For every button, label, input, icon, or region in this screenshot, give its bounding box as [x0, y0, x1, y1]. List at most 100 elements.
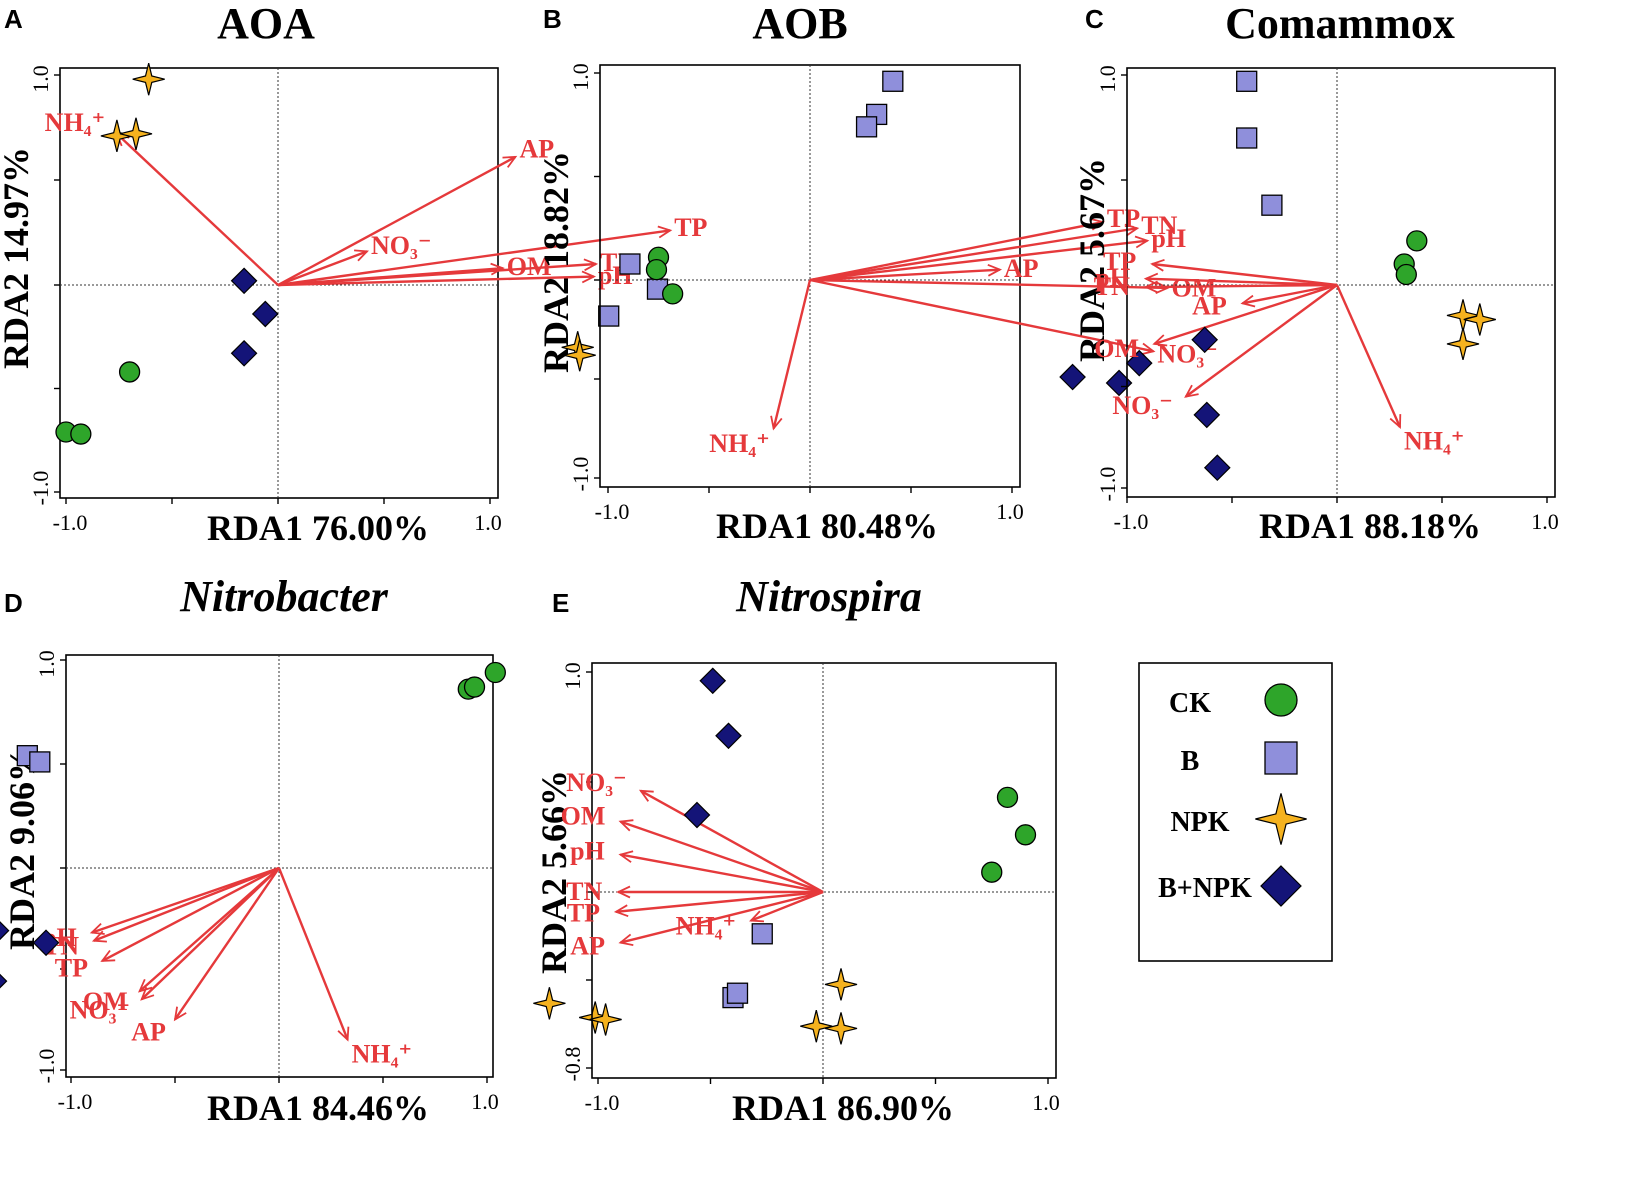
- vector-arrowhead: [138, 978, 153, 993]
- vector-label: NH₄⁺: [709, 429, 770, 458]
- panel-letter: D: [4, 588, 23, 618]
- vector-line: [615, 890, 824, 913]
- vector-line: [277, 262, 597, 287]
- vector-arrowhead: [618, 819, 634, 832]
- x-tick-label-min: -1.0: [595, 499, 630, 524]
- panel-c: -1.0 1.0 1.0 -1.0 RDA1 88.18% RDA2 5.67% Comam…: [1072, 0, 1559, 546]
- vector-label: NO₃⁻: [371, 231, 432, 260]
- point-b-npk: [251, 300, 279, 328]
- vector-label: pH: [1151, 224, 1186, 253]
- vector-arrowhead: [581, 270, 597, 284]
- vector-line: [620, 820, 824, 894]
- vector-arrowhead: [1143, 280, 1159, 294]
- vector-line: [116, 132, 279, 286]
- x-tick-label-min: -1.0: [53, 510, 88, 535]
- point-b-npk: [1203, 454, 1231, 482]
- point-b: [855, 116, 878, 138]
- y-axis-label: RDA2 9.06%: [2, 746, 42, 950]
- y-tick-label-min: -1.0: [28, 471, 53, 506]
- vector-arrowhead: [987, 263, 1003, 277]
- vector-label: TP: [674, 213, 707, 242]
- vector-line: [809, 227, 1138, 282]
- x-tick-label-max: 1.0: [1032, 1090, 1060, 1115]
- point-b: [882, 70, 904, 92]
- vector-arrowhead: [1389, 414, 1402, 430]
- panel-d: -1.0 1.0 1.0 -1.0 RDA1 84.46% RDA2 9.06% Nitro…: [0, 572, 622, 1128]
- point-b-npk: [32, 929, 60, 957]
- panel-title: Nitrospira: [735, 572, 922, 621]
- y-tick-label-max: 1.0: [28, 65, 53, 93]
- point-npk: [589, 1003, 622, 1036]
- vector-line: [1145, 277, 1338, 287]
- point-b-npk: [683, 801, 711, 829]
- vector-line: [277, 275, 594, 287]
- x-tick-label-max: 1.0: [471, 1089, 499, 1114]
- vector-label: AP: [519, 134, 554, 163]
- panel-e: -1.0 1.0 1.0 -0.8 RDA1 86.90% RDA2 5.66% Nitro…: [534, 572, 1060, 1128]
- diamond-marker-icon: [1260, 865, 1302, 907]
- vector-arrowhead: [1184, 384, 1199, 398]
- x-axis-label: RDA1 76.00%: [207, 508, 429, 548]
- vector-line: [1335, 284, 1402, 428]
- point-b: [1236, 70, 1258, 92]
- panel-letter: B: [543, 4, 562, 34]
- vector-line: [1185, 284, 1338, 398]
- y-tick-label-max: 1.0: [568, 63, 593, 91]
- point-b: [726, 982, 749, 1004]
- vector-arrowhead: [1240, 294, 1256, 308]
- point-b: [751, 923, 773, 945]
- point-npk: [824, 968, 858, 1001]
- circle-marker-icon: [1264, 683, 1298, 717]
- vector-label: NO₃⁻: [1112, 391, 1173, 420]
- vector-line: [1145, 283, 1338, 289]
- vector-label: TP: [567, 898, 600, 927]
- point-ck: [463, 676, 486, 698]
- x-tick-label-max: 1.0: [996, 499, 1024, 524]
- vector-line: [277, 229, 671, 287]
- legend: CK B NPK B+NPK: [1138, 662, 1333, 962]
- vector-label: AP: [570, 931, 605, 960]
- vector-label: NH₄⁺: [1404, 427, 1465, 456]
- point-ck: [1395, 263, 1417, 286]
- panel-title: Nitrobacter: [179, 572, 389, 621]
- point-b-npk: [0, 973, 8, 989]
- vector-arrowhead: [354, 249, 369, 262]
- y-tick-label-min: -0.8: [560, 1047, 585, 1082]
- vector-arrowhead: [91, 930, 107, 943]
- point-b-npk: [230, 339, 258, 367]
- vector-label: NO₃⁻: [70, 995, 131, 1024]
- vector-arrowhead: [657, 225, 673, 239]
- plot-frame: [591, 662, 1057, 1079]
- point-ck: [661, 283, 684, 305]
- point-npk: [563, 339, 596, 372]
- vector-line: [277, 867, 349, 1041]
- x-tick-label-max: 1.0: [474, 510, 502, 535]
- vector-arrowhead: [638, 789, 654, 802]
- vector-label: NH₄⁺: [352, 1040, 413, 1069]
- vector-arrowhead: [1124, 223, 1140, 237]
- legend-box: [1138, 662, 1333, 962]
- point-b: [619, 253, 641, 275]
- vector-label: NH₄⁺: [45, 108, 106, 137]
- vector-line: [772, 279, 812, 429]
- legend-label-ck: CK: [1169, 688, 1211, 719]
- vector-line: [809, 268, 1000, 282]
- vector-line: [140, 867, 280, 1001]
- vector-arrowhead: [1090, 218, 1105, 231]
- x-axis-label: RDA1 86.90%: [732, 1088, 954, 1128]
- y-tick-label-min: -1.0: [1095, 467, 1120, 502]
- point-npk: [1446, 299, 1480, 332]
- x-axis-label: RDA1 88.18%: [1259, 506, 1481, 546]
- panel-letter: A: [4, 4, 23, 34]
- vector-label: OM: [1094, 334, 1139, 363]
- vector-arrowhead: [1134, 235, 1150, 249]
- y-tick-label-min: -1.0: [34, 1049, 59, 1084]
- point-ck: [118, 361, 141, 383]
- vector-line: [174, 867, 280, 1021]
- panel-title: AOB: [752, 0, 847, 48]
- vector-line: [809, 220, 1104, 282]
- vector-line: [620, 853, 824, 894]
- x-tick-label-max: 1.0: [1531, 509, 1559, 534]
- y-tick-label-max: 1.0: [34, 650, 59, 678]
